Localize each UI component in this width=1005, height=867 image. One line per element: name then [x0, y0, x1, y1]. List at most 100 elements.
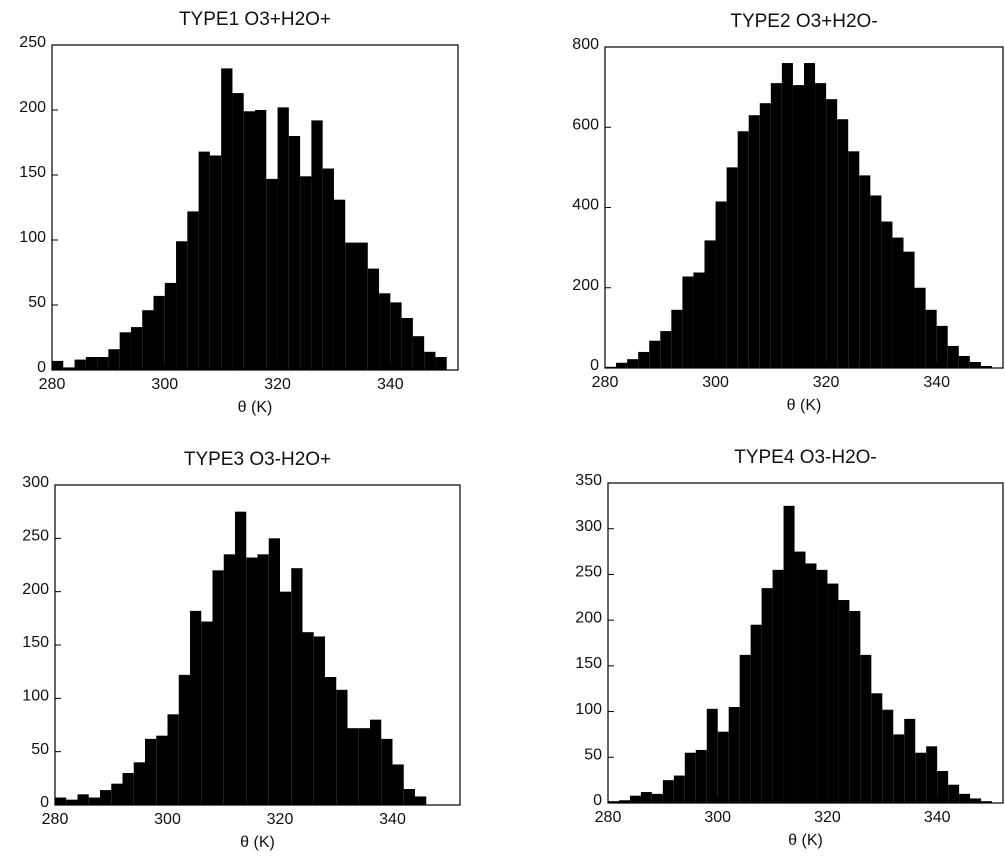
- bar: [243, 111, 255, 371]
- bar: [882, 709, 894, 803]
- bar: [649, 340, 661, 368]
- bar: [706, 708, 718, 803]
- x-tick-label: 300: [151, 376, 178, 393]
- bar: [392, 764, 404, 805]
- panel-title: TYPE1 O3+H2O+: [179, 9, 331, 30]
- bar: [804, 63, 816, 369]
- bar: [221, 68, 233, 371]
- panel: TYPE2 O3+H2O-θ (K) 0 200 400 600 800 280 300 320…: [572, 11, 1004, 414]
- bar: [651, 793, 663, 803]
- bar: [390, 302, 402, 370]
- bar: [759, 103, 771, 369]
- bar: [347, 728, 359, 805]
- bar: [66, 799, 78, 805]
- axes-frame: [607, 482, 1004, 804]
- bar: [970, 798, 982, 803]
- y-tick-label: 100: [575, 701, 602, 718]
- bar: [268, 538, 280, 805]
- bar: [871, 693, 883, 803]
- y-tick-label: 200: [572, 277, 599, 294]
- bar: [792, 85, 804, 369]
- x-tick-label: 340: [924, 809, 951, 826]
- bar: [223, 554, 235, 805]
- x-tick-label: 320: [814, 809, 841, 826]
- x-tick-label: 320: [813, 374, 840, 391]
- bar: [816, 569, 828, 803]
- bar: [122, 773, 134, 805]
- bar: [761, 588, 773, 803]
- panel-title: TYPE4 O3-H2O-: [734, 447, 877, 468]
- bar: [750, 624, 762, 803]
- y-tick-label: 250: [22, 528, 49, 545]
- x-tick-label: 300: [704, 809, 731, 826]
- y-tick-label: 0: [593, 792, 602, 809]
- bar: [356, 242, 368, 370]
- y-tick-label: 150: [19, 164, 46, 181]
- y-tick-label: 150: [22, 634, 49, 651]
- y-tick-label: 250: [575, 564, 602, 581]
- x-tick-label: 320: [264, 376, 291, 393]
- bar: [892, 237, 904, 368]
- bar: [358, 728, 370, 805]
- y-tick-label: 300: [22, 474, 49, 491]
- bar: [333, 199, 346, 370]
- x-tick-label: 280: [42, 811, 69, 828]
- x-tick-label: 300: [154, 811, 181, 828]
- bar: [717, 731, 729, 803]
- bar: [381, 738, 393, 805]
- panel: TYPE4 O3-H2O-θ (K) 0 50 100 150 200 250 300 350 2…: [575, 447, 1004, 849]
- bar: [74, 359, 86, 370]
- bar: [925, 309, 937, 368]
- bar: [100, 790, 112, 805]
- bar: [246, 557, 258, 805]
- x-tick-label: 280: [39, 376, 66, 393]
- bar: [849, 611, 861, 803]
- bar: [176, 241, 188, 370]
- bar: [97, 357, 109, 370]
- bar: [302, 632, 314, 805]
- bar: [322, 168, 334, 370]
- bar: [167, 714, 179, 805]
- y-tick-label: 600: [572, 116, 599, 133]
- x-tick-label: 320: [267, 811, 294, 828]
- y-tick-label: 0: [590, 357, 599, 374]
- bar: [325, 677, 337, 805]
- bar: [336, 689, 348, 805]
- bar: [379, 293, 391, 370]
- bar: [280, 591, 292, 805]
- bar: [682, 276, 694, 368]
- bar: [748, 115, 760, 369]
- bar: [837, 119, 849, 368]
- x-axis-label: θ (K): [788, 832, 823, 849]
- bar: [737, 131, 749, 368]
- bar: [616, 362, 628, 368]
- axes-frame: [51, 44, 459, 371]
- y-tick-label: 400: [572, 197, 599, 214]
- bar: [370, 719, 382, 805]
- bar: [826, 99, 838, 368]
- bar: [848, 151, 860, 368]
- bar: [715, 201, 727, 368]
- bar: [277, 107, 289, 371]
- bar: [794, 551, 806, 803]
- bar: [618, 800, 630, 803]
- bar: [190, 610, 202, 805]
- bar: [684, 752, 696, 803]
- bar: [693, 272, 705, 368]
- bar: [108, 349, 120, 370]
- bar: [201, 621, 213, 805]
- x-axis-label: θ (K): [238, 399, 273, 416]
- y-tick-label: 0: [37, 359, 46, 376]
- y-tick-label: 50: [31, 741, 49, 758]
- bar: [209, 155, 222, 370]
- y-tick-label: 300: [575, 518, 602, 535]
- bar: [881, 221, 893, 368]
- y-tick-label: 200: [19, 99, 46, 116]
- x-tick-label: 340: [379, 811, 406, 828]
- x-tick-label: 340: [377, 376, 404, 393]
- panel: TYPE1 O3+H2O+ θ (K) 0 50 100 150 200 250 280 300 3…: [19, 9, 459, 416]
- bar: [232, 93, 244, 370]
- bar: [893, 734, 905, 803]
- x-tick-label: 300: [702, 374, 729, 391]
- bar: [300, 176, 312, 370]
